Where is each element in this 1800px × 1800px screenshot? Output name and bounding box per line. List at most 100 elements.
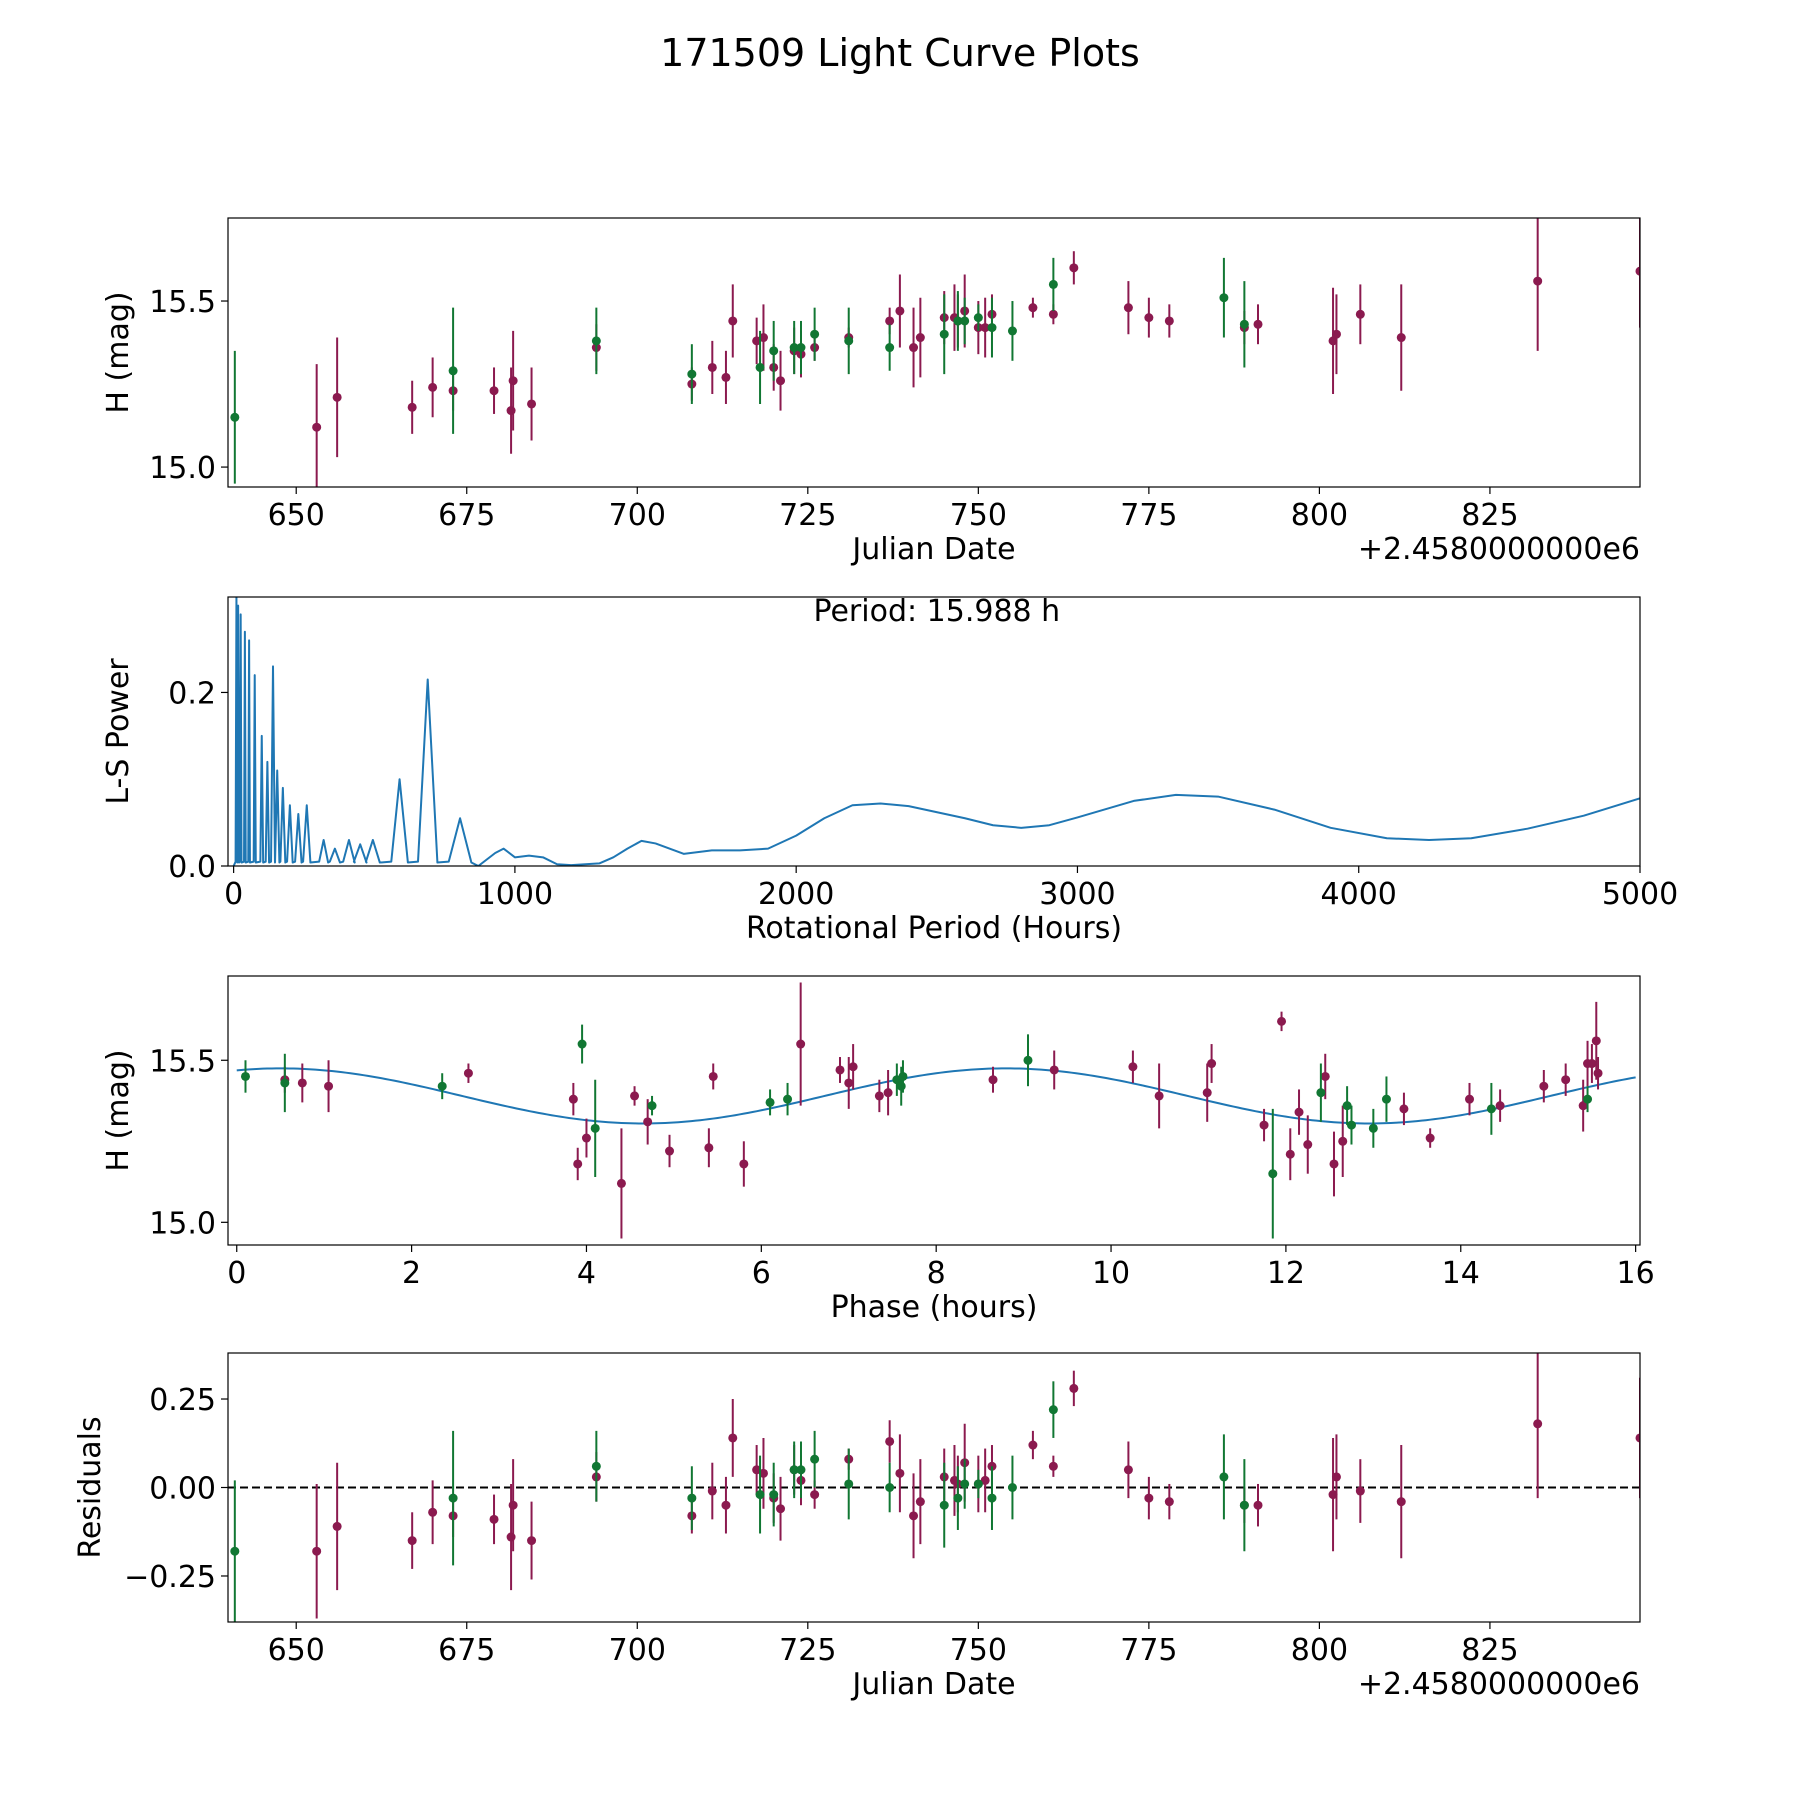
x-tick-label: 675	[438, 1633, 495, 1668]
data-point	[1303, 1140, 1313, 1150]
x-tick-label: 12	[1267, 1256, 1305, 1291]
x-tick-label: 8	[927, 1256, 946, 1291]
data-point	[844, 1479, 854, 1489]
data-point	[844, 336, 854, 346]
data-point	[755, 362, 765, 372]
data-point	[796, 1465, 806, 1475]
data-point	[973, 313, 983, 323]
plot-data	[236, 982, 1636, 1239]
data-point	[1396, 1497, 1406, 1507]
data-point	[1368, 1123, 1378, 1133]
data-point	[1277, 1016, 1287, 1026]
data-point	[755, 1490, 765, 1500]
panel-light-curve: 650 675 700 725 750 775 800 825 15.0 15.5 Julian D…	[101, 217, 1641, 567]
data-point	[1635, 266, 1640, 276]
x-tick-label: 825	[1461, 498, 1518, 533]
y-tick-label: 15.0	[149, 1206, 216, 1241]
data-point	[1069, 1383, 1079, 1393]
data-point	[324, 1081, 334, 1091]
data-point	[1048, 309, 1058, 319]
data-point	[960, 1479, 970, 1489]
data-point	[1123, 303, 1133, 313]
y-axis-label: H (mag)	[101, 1049, 136, 1171]
y-axis-label: H (mag)	[101, 291, 136, 413]
data-point	[1144, 313, 1154, 323]
data-point	[1635, 1433, 1640, 1443]
data-point	[687, 369, 697, 379]
data-point	[1486, 1104, 1496, 1114]
data-point	[728, 1433, 738, 1443]
data-point	[489, 386, 499, 396]
x-tick-label: 775	[1120, 1633, 1177, 1668]
data-point	[939, 329, 949, 339]
data-point	[591, 336, 601, 346]
plot-frame	[227, 596, 1641, 867]
y-tick-label: 15.5	[149, 1044, 216, 1079]
data-point	[647, 1101, 657, 1111]
data-point	[280, 1078, 290, 1088]
data-point	[796, 1039, 806, 1049]
data-point	[312, 422, 322, 432]
data-point	[1253, 319, 1263, 329]
period-annotation: Period: 15.988 h	[813, 594, 1060, 629]
data-point	[506, 1532, 516, 1542]
data-point	[895, 1468, 905, 1478]
panel-residuals: 650 675 700 725 750 775 800 825 −0.25 0.00 0.25 Jul…	[73, 1352, 1641, 1702]
y-axis-label: L-S Power	[101, 658, 136, 805]
data-point	[1425, 1133, 1435, 1143]
data-point	[874, 1091, 884, 1101]
data-point	[1144, 1493, 1154, 1503]
data-point	[885, 316, 895, 326]
data-point	[796, 343, 806, 353]
x-axis-label: Julian Date	[850, 532, 1015, 567]
data-point	[1381, 1094, 1391, 1104]
data-point	[1316, 1088, 1326, 1098]
data-point	[980, 1475, 990, 1485]
data-point	[885, 1436, 895, 1446]
data-point	[577, 1039, 587, 1049]
x-tick-label: 650	[268, 1633, 325, 1668]
data-point	[883, 1088, 893, 1098]
data-point	[1285, 1149, 1295, 1159]
data-point	[1202, 1088, 1212, 1098]
data-point	[590, 1123, 600, 1133]
x-tick-label: 14	[1442, 1256, 1480, 1291]
data-point	[1259, 1120, 1269, 1130]
data-point	[527, 399, 537, 409]
data-point	[1593, 1068, 1603, 1078]
data-point	[835, 1065, 845, 1075]
data-point	[428, 382, 438, 392]
data-point	[1587, 1059, 1597, 1069]
data-point	[1164, 316, 1174, 326]
data-point	[776, 376, 786, 386]
data-point	[1219, 1472, 1229, 1482]
data-point	[1007, 326, 1017, 336]
data-point	[581, 1133, 591, 1143]
data-point	[407, 1536, 417, 1546]
data-point	[915, 333, 925, 343]
data-point	[1495, 1101, 1505, 1111]
data-point	[728, 316, 738, 326]
x-tick-label: 700	[609, 1633, 666, 1668]
data-point	[789, 343, 799, 353]
x-axis-label: Rotational Period (Hours)	[746, 911, 1122, 946]
data-point	[896, 1081, 906, 1091]
x-tick-label: 10	[1092, 1256, 1130, 1291]
data-point	[1539, 1081, 1549, 1091]
data-point	[953, 1493, 963, 1503]
data-point	[1346, 1120, 1356, 1130]
data-point	[1342, 1101, 1352, 1111]
data-point	[591, 1461, 601, 1471]
plot-data	[230, 218, 1640, 487]
y-tick-label: 0.25	[149, 1383, 216, 1418]
data-point	[1328, 336, 1338, 346]
data-point	[810, 1490, 820, 1500]
data-point	[1253, 1500, 1263, 1510]
data-point	[1355, 1486, 1365, 1496]
data-point	[960, 316, 970, 326]
data-point	[758, 1468, 768, 1478]
data-point	[885, 1483, 895, 1492]
series-band_a	[280, 982, 1603, 1239]
data-point	[707, 362, 717, 372]
series-band_b	[230, 1381, 1249, 1622]
